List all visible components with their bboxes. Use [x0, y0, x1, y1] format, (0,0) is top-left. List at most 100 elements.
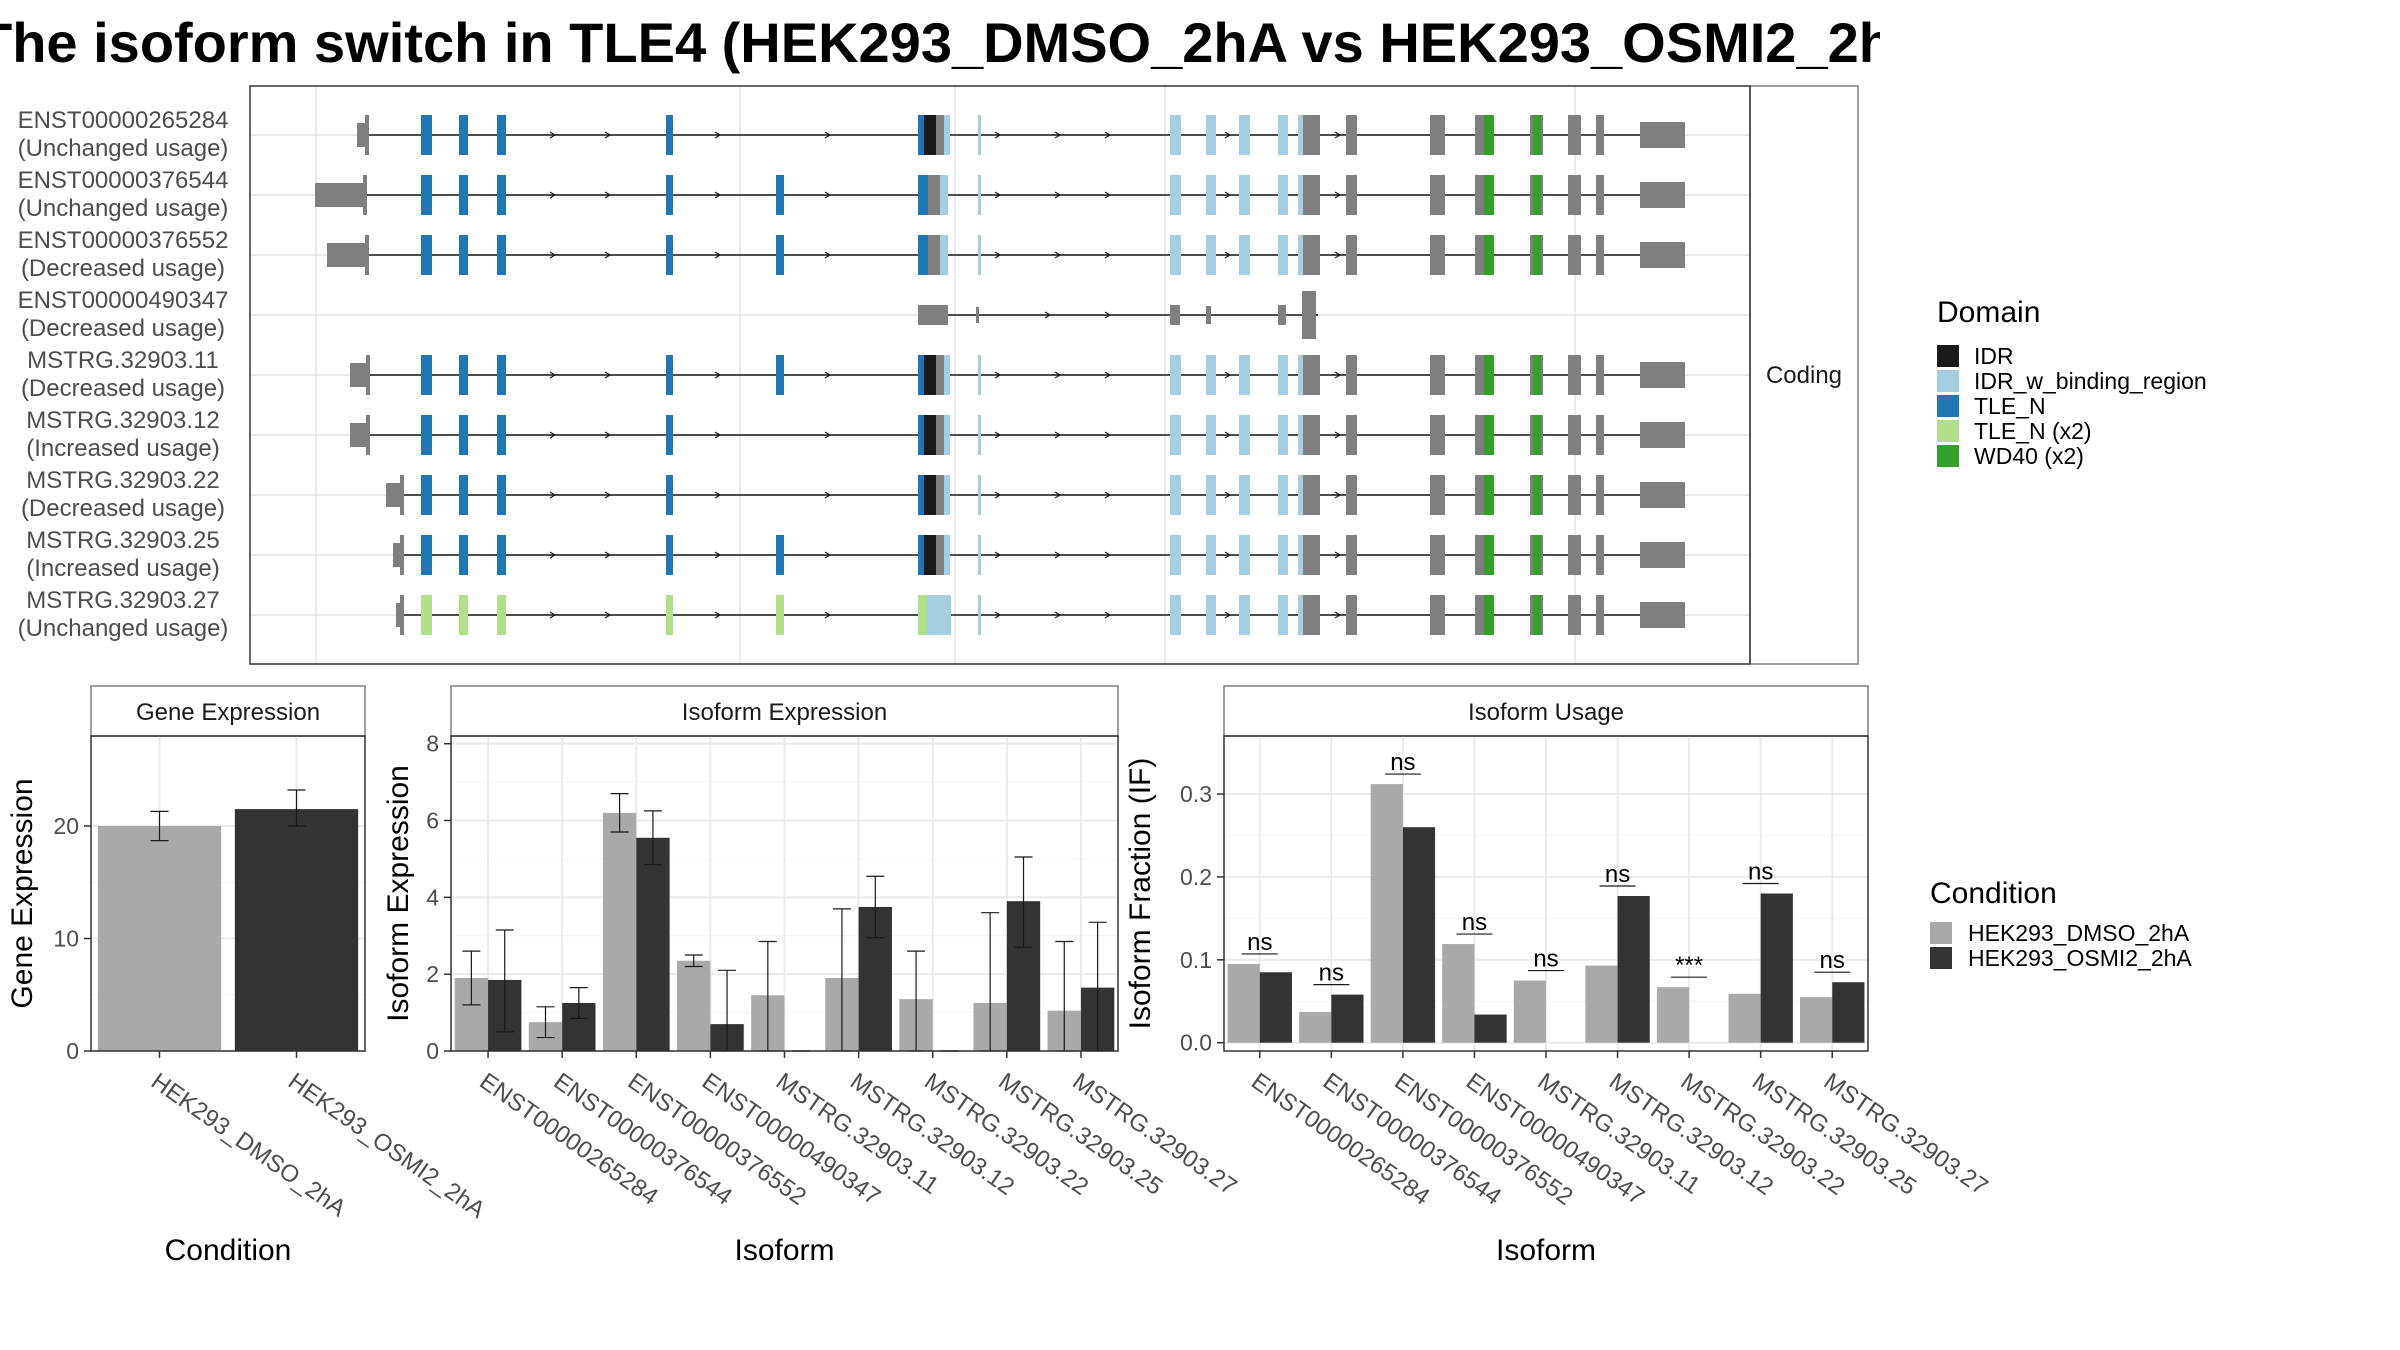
intron-arrow: [714, 431, 722, 439]
intron-arrow: [1054, 551, 1062, 559]
bar: [1299, 1012, 1332, 1043]
domain-wd40: [1484, 475, 1494, 515]
condition-legend-label: HEK293_DMSO_2hA: [1968, 920, 2190, 946]
intron-arrow: [1104, 551, 1112, 559]
utr-exon: [327, 243, 367, 267]
isoform-row-usage: (Decreased usage): [21, 315, 225, 342]
domain-idr-binding: [944, 415, 950, 455]
domain-tle-n: [497, 415, 506, 455]
transcript-ENST00000376552: [327, 235, 1685, 275]
isoform-row-usage: (Unchanged usage): [18, 615, 229, 642]
domain-idr-binding: [978, 115, 981, 155]
domain-idr-binding: [944, 115, 950, 155]
intron-arrow: [549, 191, 557, 199]
domain-idr-binding: [1239, 355, 1250, 395]
utr-exon: [1640, 482, 1685, 508]
bar: [1832, 982, 1865, 1043]
isoform-row-usage: (Unchanged usage): [18, 195, 229, 222]
exon: [936, 415, 944, 455]
exon: [365, 115, 369, 155]
exon: [1596, 115, 1604, 155]
bar: [1227, 963, 1260, 1043]
structure-strip-label: Coding: [1766, 362, 1842, 389]
domain-idr-binding: [1298, 115, 1303, 155]
domain-wd40: [1533, 595, 1541, 635]
domain-idr-binding: [1239, 595, 1250, 635]
domain-idr-binding: [1278, 355, 1288, 395]
intron-arrow: [549, 491, 557, 499]
domain-legend-label: IDR_w_binding_region: [1974, 368, 2207, 394]
isoform-row-label: MSTRG.32903.22 (Decreased usage): [21, 467, 225, 522]
y-axis-title: Gene Expression: [6, 778, 39, 1008]
x-axis-title: Isoform: [1496, 1234, 1596, 1267]
significance-label: ns: [1390, 749, 1415, 776]
domain-idr-binding: [940, 235, 948, 275]
intron-arrow: [1054, 371, 1062, 379]
domain-tle-n: [459, 115, 468, 155]
condition-legend-label: HEK293_OSMI2_2hA: [1968, 945, 2192, 971]
transcript-ENST00000490347: [918, 291, 1318, 339]
panel-title: Isoform Usage: [1468, 699, 1624, 726]
isoform-row-label: MSTRG.32903.25 (Increased usage): [26, 527, 219, 582]
y-axis-title: Isoform Expression: [382, 765, 415, 1022]
exon: [1568, 415, 1581, 455]
utr-exon: [315, 183, 365, 207]
intron-arrow: [1054, 611, 1062, 619]
domain-idr-binding: [978, 175, 981, 215]
intron-arrow: [1334, 251, 1342, 259]
intron-arrow: [994, 491, 1002, 499]
condition-legend-title: Condition: [1930, 877, 2057, 910]
intron-arrow: [1104, 251, 1112, 259]
domain-tle-n: [918, 475, 924, 515]
transcript-MSTRG.32903.25: [393, 535, 1685, 575]
domain-tle-n: [421, 475, 432, 515]
intron-arrow: [604, 491, 612, 499]
domain-idr-binding: [978, 235, 981, 275]
condition-legend-swatch: [1930, 922, 1952, 944]
domain-legend-label: WD40 (x2): [1974, 443, 2084, 469]
utr-exon: [386, 483, 402, 507]
exon: [1568, 595, 1581, 635]
intron-arrow: [824, 191, 832, 199]
transcript-ENST00000265284: [357, 115, 1685, 155]
intron-arrow: [1054, 431, 1062, 439]
intron-arrow: [1224, 131, 1232, 139]
exon: [1346, 475, 1357, 515]
domain-tle-n: [421, 535, 432, 575]
significance-label: ns: [1462, 909, 1487, 936]
domain-tle-n: [497, 535, 506, 575]
domain-idr-binding: [1278, 235, 1288, 275]
exon: [400, 475, 404, 515]
intron-arrow: [1224, 551, 1232, 559]
intron-arrow: [1224, 431, 1232, 439]
exon: [1307, 355, 1320, 395]
domain-tle-n: [918, 415, 924, 455]
significance-label: ns: [1533, 946, 1558, 973]
isoform-row-id: MSTRG.32903.11: [27, 347, 219, 374]
domain-tle-n: [459, 535, 468, 575]
isoform-row-label: ENST00000265284 (Unchanged usage): [18, 107, 229, 162]
intron-arrow: [714, 491, 722, 499]
domain-tle-n: [666, 355, 673, 395]
condition-legend-swatch: [1930, 947, 1952, 969]
domain-idr-binding: [1278, 175, 1288, 215]
domain-tle-n: [666, 535, 673, 575]
isoform-row-id: MSTRG.32903.22: [26, 467, 219, 494]
panel-title: Isoform Expression: [682, 699, 887, 726]
domain-tle-n: [497, 115, 506, 155]
isoform-row-usage: (Increased usage): [26, 555, 219, 582]
domain-tle-n: [459, 175, 468, 215]
domain-tle-n: [421, 115, 432, 155]
domain-idr-binding: [1206, 355, 1216, 395]
exon: [1596, 475, 1604, 515]
y-tick-label: 20: [53, 813, 79, 839]
panel-strip-1: [450, 685, 1119, 737]
domain-idr-binding: [1206, 235, 1216, 275]
domain-tle-n: [666, 115, 673, 155]
utr-exon: [1640, 182, 1685, 208]
intron-arrow: [604, 431, 612, 439]
exon: [936, 535, 944, 575]
domain-idr: [924, 355, 936, 395]
domain-idr-binding: [1206, 115, 1216, 155]
intron-arrow: [1224, 611, 1232, 619]
